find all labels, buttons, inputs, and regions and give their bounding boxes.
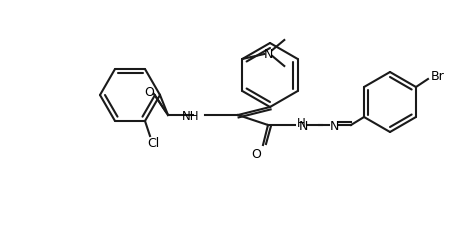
Text: Cl: Cl — [147, 137, 159, 150]
Text: NH: NH — [182, 109, 199, 122]
Text: O: O — [251, 147, 261, 160]
Text: N: N — [263, 48, 273, 61]
Text: O: O — [144, 86, 154, 99]
Text: N: N — [298, 119, 308, 132]
Text: Br: Br — [431, 69, 445, 82]
Text: N: N — [329, 119, 339, 132]
Text: H: H — [297, 117, 305, 130]
